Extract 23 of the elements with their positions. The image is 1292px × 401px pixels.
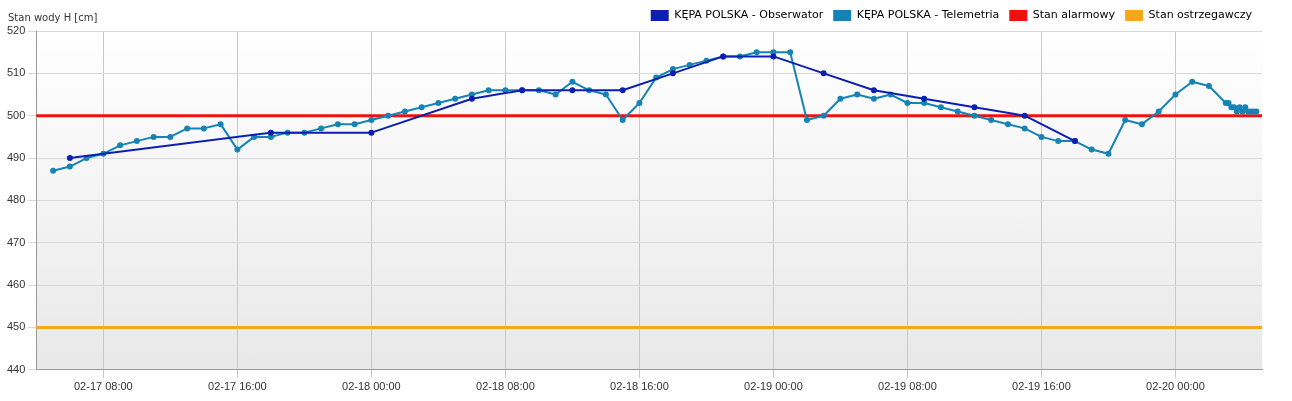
- x-tick-label: 02-20 00:00: [1146, 380, 1205, 393]
- y-tick-label: 490: [6, 151, 26, 164]
- y-tick-label: 450: [6, 320, 26, 333]
- y-tick-label: 480: [6, 193, 26, 206]
- y-tick-label: 470: [6, 235, 26, 248]
- y-tick-label: 460: [6, 278, 26, 291]
- y-tick-label: 520: [6, 24, 26, 37]
- x-tick-label: 02-19 08:00: [878, 380, 937, 393]
- x-tick-label: 02-19 16:00: [1012, 380, 1071, 393]
- x-tick-label: 02-19 00:00: [744, 380, 803, 393]
- x-tick-label: 02-18 16:00: [610, 380, 669, 393]
- legend-label: Stan ostrzegawczy: [1148, 8, 1253, 22]
- y-axis-title: Stan wody H [cm]: [8, 12, 98, 23]
- x-tick-label: 02-17 16:00: [208, 380, 267, 393]
- y-tick-label: 440: [6, 362, 26, 375]
- y-tick-label: 510: [6, 66, 26, 79]
- x-tick-label: 02-17 08:00: [74, 380, 133, 393]
- y-tick-label: 500: [6, 108, 26, 121]
- legend-label: KĘPA POLSKA - Obserwator: [674, 8, 824, 22]
- legend-label: Stan alarmowy: [1032, 8, 1116, 22]
- x-tick-label: 02-18 00:00: [342, 380, 401, 393]
- x-tick-label: 02-18 08:00: [476, 380, 535, 393]
- legend-label: KĘPA POLSKA - Telemetria: [856, 8, 1000, 22]
